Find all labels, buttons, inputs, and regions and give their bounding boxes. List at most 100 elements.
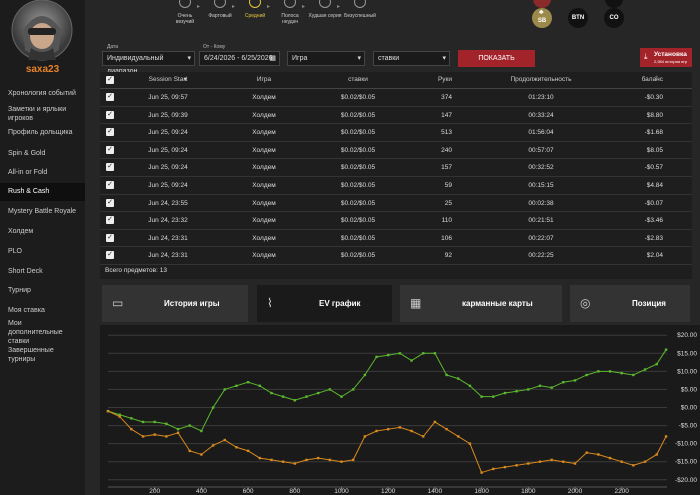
point	[106, 409, 110, 413]
point	[165, 435, 168, 438]
checkbox[interactable]: ✓	[106, 76, 114, 84]
checkbox[interactable]: ✓	[106, 216, 114, 225]
cell: $0.02/$0.05	[340, 164, 376, 172]
point	[480, 471, 483, 474]
cell: $0.02/$0.05	[340, 199, 376, 207]
menu-item[interactable]: PLO	[8, 248, 23, 255]
x-tick-label: 400	[196, 488, 207, 495]
position[interactable]: CO	[604, 8, 624, 28]
menu-item[interactable]: Mystery Battle Royale	[8, 208, 77, 215]
point	[515, 464, 518, 467]
point	[585, 451, 588, 454]
date-range-select[interactable]: Индивидуальный диапазон▾	[102, 51, 195, 75]
cell: Jun 24, 23:31	[148, 252, 188, 260]
menu-item[interactable]: Хронология событий	[8, 90, 76, 97]
cell: 00:33:24	[528, 111, 554, 119]
show-button[interactable]: ПОКАЗАТЬ	[458, 50, 535, 67]
point	[632, 464, 635, 467]
checkbox[interactable]: ✓	[106, 110, 114, 119]
cell: Jun 25, 09:24	[148, 182, 188, 189]
menu-item[interactable]: Short Deck	[8, 268, 43, 275]
point	[445, 373, 448, 377]
point	[211, 406, 215, 409]
row-border	[100, 228, 692, 230]
point	[153, 420, 156, 424]
point	[176, 431, 180, 434]
checkbox[interactable]: ✓	[106, 251, 114, 260]
point	[468, 384, 472, 388]
tab[interactable]: ⌇ EV график	[257, 285, 392, 322]
menu-item[interactable]: Холдем	[8, 228, 34, 235]
menu-item[interactable]: Завершенные турниры	[8, 347, 54, 363]
point	[153, 433, 156, 436]
point	[422, 352, 425, 355]
sort-icon: ⇕	[654, 76, 660, 82]
position[interactable]: BTN	[568, 8, 588, 28]
cell: Jun 25, 09:24	[148, 129, 188, 137]
point	[538, 460, 542, 463]
point	[562, 381, 565, 384]
point	[200, 453, 203, 456]
point	[398, 426, 402, 429]
cell: $4.84	[646, 182, 663, 189]
arrow: ▸	[232, 4, 236, 10]
point	[664, 435, 668, 438]
tab[interactable]: ▭ История игры	[102, 285, 248, 322]
cell: Jun 25, 09:57	[148, 94, 188, 101]
x-tick-label: 2000	[568, 488, 583, 495]
point	[118, 415, 121, 418]
table-footer: Всего предметов: 13	[105, 267, 167, 274]
menu-item[interactable]: Турнир	[8, 287, 31, 294]
menu-item[interactable]: Spin & Gold	[8, 150, 46, 157]
menu-item[interactable]: Моя ставка	[8, 307, 45, 314]
point	[410, 359, 413, 362]
checkbox[interactable]: ✓	[106, 198, 114, 207]
menu-item[interactable]: Заметки и ярлыки игроков	[8, 106, 67, 122]
date-input[interactable]: 6/24/2026 - 6/25/2026 ▦	[199, 51, 280, 66]
luck-label: Очень везучий	[175, 13, 195, 25]
cell: $0.02/$0.05	[340, 129, 376, 137]
luck-icon	[284, 0, 296, 8]
cell: 106	[441, 234, 452, 242]
cell: 00:32:52	[528, 164, 554, 172]
checkbox[interactable]: ✓	[106, 145, 114, 154]
checkbox[interactable]: ✓	[106, 181, 114, 189]
point	[664, 348, 668, 351]
menu-item[interactable]: Rush & Cash	[8, 188, 50, 195]
point	[235, 384, 238, 388]
menu-item[interactable]: All-in or Fold	[8, 169, 48, 176]
username: saxa23	[25, 64, 60, 75]
game-select[interactable]: Игра ▾	[287, 51, 365, 66]
point	[398, 352, 402, 355]
point	[188, 424, 191, 427]
checkbox[interactable]: ✓	[106, 128, 114, 137]
point	[643, 460, 647, 463]
arrow: ▸	[267, 4, 271, 10]
checkbox[interactable]: ✓	[106, 93, 114, 101]
checkbox[interactable]: ✓	[106, 163, 114, 172]
stakes-select[interactable]: ставки ▾	[373, 51, 450, 66]
row-border	[100, 264, 692, 265]
point	[130, 427, 133, 431]
y-tick-label: $10.00	[677, 368, 697, 375]
menu-item[interactable]: Профиль дольщика	[8, 129, 73, 136]
sidebar: saxa23	[0, 0, 85, 495]
point	[141, 420, 145, 424]
menu-item[interactable]: Мои дополнительные ставки	[8, 320, 63, 345]
checkbox[interactable]: ✓	[106, 233, 114, 242]
point	[270, 458, 273, 462]
point	[305, 458, 308, 462]
cell: $8.80	[646, 111, 663, 119]
cell: 92	[444, 252, 452, 260]
y-tick-label: $20.00	[677, 332, 697, 339]
point	[503, 465, 507, 469]
point	[328, 388, 332, 391]
cell: -$1.68	[644, 129, 663, 137]
position[interactable]: SB ♣	[532, 8, 552, 28]
install-button[interactable]: ⤓ Установка 2,984 история игр	[640, 48, 692, 67]
point	[200, 429, 203, 433]
cell: $0.02/$0.05	[340, 217, 376, 225]
tab[interactable]: ▦ карманные карты	[400, 285, 562, 322]
cell: Jun 24, 23:55	[148, 199, 188, 207]
tab[interactable]: ◎ Позиция	[570, 285, 690, 322]
